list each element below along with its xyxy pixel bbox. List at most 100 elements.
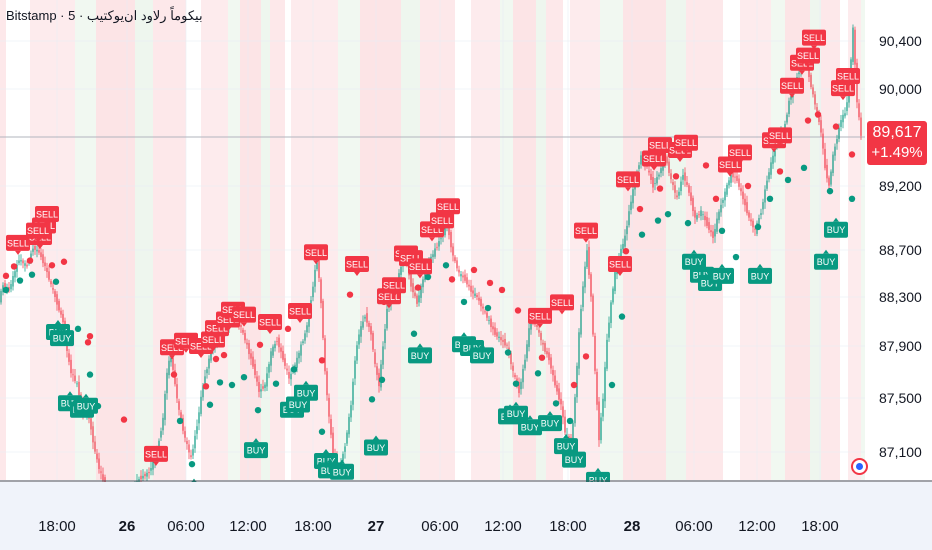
sell-label[interactable]: SELL	[648, 137, 672, 158]
sell-label[interactable]: SELL	[718, 156, 742, 177]
candle-body	[836, 138, 838, 144]
buy-label-text: BUY	[247, 446, 266, 456]
sell-label[interactable]: SELL	[382, 277, 406, 298]
sell-label[interactable]: SELL	[35, 205, 59, 226]
sell-dot	[656, 185, 664, 192]
buy-label[interactable]: BUY	[748, 263, 772, 284]
candle-body	[648, 170, 650, 173]
candle-body	[178, 401, 180, 410]
candle-body	[356, 345, 358, 361]
sell-label[interactable]: SELL	[258, 313, 282, 334]
candle-body	[280, 347, 282, 352]
sell-label[interactable]: SELL	[768, 127, 792, 148]
candle-body	[690, 192, 692, 201]
session-band	[686, 0, 705, 480]
buy-label[interactable]: BUY	[518, 415, 542, 436]
sell-label[interactable]: SELL	[674, 134, 698, 155]
sell-label[interactable]: SELL	[802, 29, 826, 50]
candle-body	[250, 353, 252, 359]
sell-dot	[202, 383, 210, 390]
candle-body	[606, 339, 608, 369]
sell-label-text: SELL	[431, 216, 453, 226]
buy-label[interactable]: BUY	[504, 401, 528, 422]
time-tick-label: 12:00	[484, 518, 522, 535]
buy-label[interactable]: BUY	[538, 411, 562, 432]
buy-label[interactable]: BUY	[408, 343, 432, 364]
candle-body	[34, 245, 36, 250]
time-axis-panel[interactable]	[0, 482, 932, 550]
sell-label[interactable]: SELL	[796, 47, 820, 68]
sell-label-box	[345, 256, 369, 273]
sell-label-pointer	[241, 322, 247, 327]
candle-body	[172, 350, 174, 370]
sell-label[interactable]: SELL	[616, 171, 640, 192]
buy-dot	[754, 223, 762, 231]
buy-sell-signals[interactable]: SELLSELLSELLSELLSELLSELLSELLSELLSELLSELL…	[6, 29, 860, 499]
sell-label[interactable]: SELL	[144, 445, 168, 466]
session-band	[525, 0, 536, 480]
buy-label[interactable]: BUY	[562, 447, 586, 468]
sell-label[interactable]: SELL	[345, 256, 369, 277]
candle-body	[254, 363, 256, 375]
sell-label[interactable]: SELL	[836, 68, 860, 88]
buy-label[interactable]: BUY	[554, 434, 578, 455]
candle-body	[12, 276, 14, 287]
buy-dot	[552, 400, 560, 407]
sell-dot	[570, 381, 578, 389]
price-axis-panel[interactable]	[865, 0, 932, 480]
sell-label[interactable]: SELL	[550, 294, 574, 315]
candle-body	[612, 288, 614, 303]
sell-label-pointer	[267, 329, 273, 334]
sell-label[interactable]: SELL	[288, 302, 312, 323]
sell-label-text: SELL	[202, 335, 224, 345]
candle-body	[296, 357, 298, 368]
buy-label[interactable]: BUY	[824, 217, 848, 238]
buy-label[interactable]: BUY	[330, 459, 354, 480]
buy-label[interactable]: BUY	[244, 438, 268, 459]
session-band	[840, 0, 848, 480]
buy-label[interactable]: BUY	[294, 380, 318, 401]
candle-body	[70, 359, 72, 374]
tradingview-logo-icon[interactable]	[851, 458, 868, 475]
sell-label-pointer	[37, 245, 43, 249]
candle-body	[330, 419, 332, 435]
sell-label[interactable]: SELL	[574, 222, 598, 243]
sell-label[interactable]: SELL	[780, 77, 804, 98]
sell-dot	[538, 354, 546, 361]
sell-label[interactable]: SELL	[232, 306, 256, 327]
session-band	[186, 0, 201, 480]
buy-label[interactable]: BUY	[710, 263, 734, 284]
symbol-title[interactable]: Bitstamp · 5 · بیکوماً رلاود ان‌یوکتیب	[6, 8, 203, 23]
sell-label[interactable]: SELL	[728, 144, 752, 165]
candle-body	[62, 313, 64, 323]
buy-label[interactable]: BUY	[814, 249, 838, 270]
candle-body	[592, 295, 594, 335]
sell-label-box	[796, 47, 820, 64]
buy-label[interactable]: BUY	[364, 435, 388, 456]
buy-label-text: BUY	[473, 351, 492, 361]
candle-body	[652, 177, 654, 188]
candle-body	[272, 346, 274, 356]
buy-label-box	[504, 405, 528, 422]
sell-label[interactable]: SELL	[528, 307, 552, 328]
candle-body	[852, 27, 854, 62]
sell-label[interactable]: SELL	[26, 222, 50, 243]
sell-dot	[346, 291, 354, 298]
sell-label[interactable]: SELL	[408, 258, 432, 279]
candle-body	[74, 375, 76, 382]
sell-label[interactable]: SELL	[608, 256, 632, 277]
candle-body	[432, 254, 434, 258]
buy-label-pointer	[595, 467, 601, 472]
sell-label[interactable]: SELL	[6, 234, 30, 255]
buy-label[interactable]: BUY	[50, 326, 74, 347]
session-band	[848, 0, 855, 480]
sell-label[interactable]: SELL	[436, 198, 460, 219]
sell-label-text: SELL	[259, 317, 281, 327]
last-price-value: 89,617	[872, 124, 922, 141]
buy-label[interactable]: BUY	[470, 343, 494, 364]
time-tick-label: 06:00	[167, 518, 205, 535]
buy-label[interactable]: BUY	[74, 393, 98, 414]
sell-label[interactable]: SELL	[304, 244, 328, 265]
candle-body	[504, 338, 506, 346]
